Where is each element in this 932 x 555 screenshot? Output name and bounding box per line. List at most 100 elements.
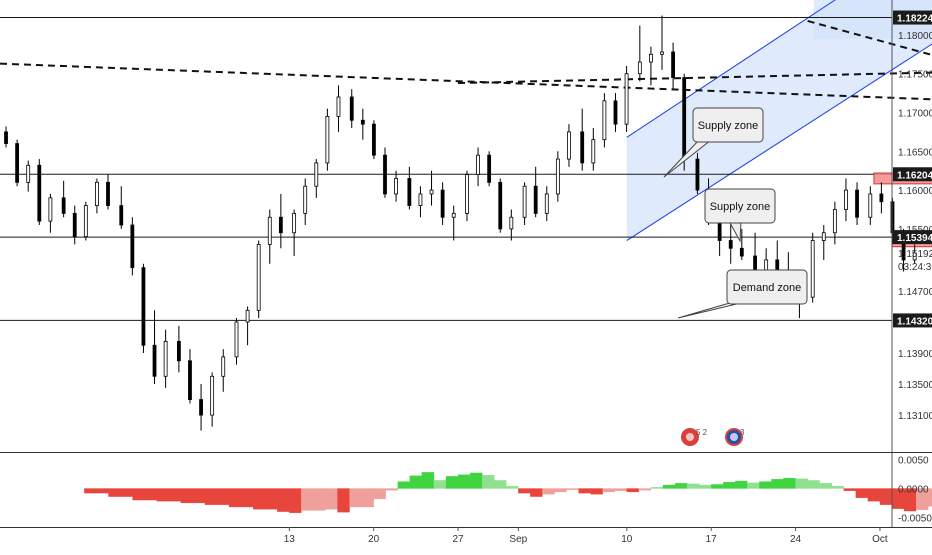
candle[interactable] bbox=[325, 108, 330, 171]
candle[interactable] bbox=[256, 240, 261, 319]
candle-body bbox=[188, 360, 192, 400]
candle[interactable] bbox=[613, 93, 618, 132]
candle[interactable] bbox=[810, 232, 815, 303]
candle[interactable] bbox=[303, 178, 308, 225]
candle[interactable] bbox=[72, 205, 77, 245]
us-flag-icon[interactable]: 5 2 bbox=[681, 428, 708, 446]
candle-body bbox=[221, 356, 226, 377]
candle[interactable] bbox=[821, 225, 826, 260]
candle[interactable] bbox=[37, 159, 42, 225]
candle[interactable] bbox=[624, 65, 629, 132]
price-pane[interactable] bbox=[0, 0, 932, 431]
candle[interactable] bbox=[360, 108, 365, 140]
candle[interactable] bbox=[130, 217, 135, 276]
candle[interactable] bbox=[336, 85, 341, 132]
candle[interactable] bbox=[555, 151, 560, 202]
candle[interactable] bbox=[451, 205, 456, 241]
eu-flag-icon[interactable]: 3 bbox=[725, 428, 745, 446]
candle[interactable] bbox=[221, 349, 226, 392]
price-level-label: 1.18224 bbox=[897, 14, 932, 25]
candle[interactable] bbox=[394, 170, 398, 202]
candle[interactable] bbox=[163, 329, 168, 388]
candle[interactable] bbox=[440, 182, 445, 225]
candle[interactable] bbox=[152, 310, 157, 385]
candle[interactable] bbox=[119, 186, 124, 229]
candle[interactable] bbox=[498, 178, 503, 233]
candle[interactable] bbox=[349, 89, 354, 129]
candle[interactable] bbox=[649, 46, 653, 86]
candle[interactable] bbox=[567, 124, 571, 167]
candle-body bbox=[671, 51, 675, 78]
channel-lower-line bbox=[626, 43, 932, 241]
candle[interactable] bbox=[383, 147, 387, 198]
candle[interactable] bbox=[855, 182, 859, 225]
candle[interactable] bbox=[671, 42, 675, 90]
candle-body bbox=[868, 193, 873, 218]
candle[interactable] bbox=[912, 244, 917, 264]
candle[interactable] bbox=[48, 193, 53, 233]
candle[interactable] bbox=[868, 186, 873, 225]
price-tick-label: 1.16000 bbox=[898, 186, 932, 197]
candle[interactable] bbox=[15, 139, 20, 187]
oscillator-bar bbox=[518, 488, 531, 494]
candle[interactable] bbox=[522, 182, 527, 225]
candle[interactable] bbox=[487, 151, 492, 187]
candle[interactable] bbox=[188, 349, 192, 404]
candle[interactable] bbox=[61, 180, 66, 218]
candle[interactable] bbox=[26, 160, 31, 192]
candle-body bbox=[567, 131, 571, 160]
oscillator-bar bbox=[626, 488, 640, 493]
candle-body bbox=[256, 243, 261, 311]
candle[interactable] bbox=[879, 182, 884, 214]
candle[interactable] bbox=[106, 174, 110, 210]
oscillator-bar bbox=[759, 481, 772, 489]
candle[interactable] bbox=[267, 209, 272, 264]
candle-body bbox=[498, 181, 503, 230]
annotation-callout[interactable]: Supply zone bbox=[663, 107, 764, 178]
time-tick-label: 13 bbox=[284, 534, 296, 545]
candle[interactable] bbox=[292, 209, 297, 257]
annotation-callout[interactable]: Supply zone bbox=[704, 188, 776, 243]
candle[interactable] bbox=[314, 159, 319, 198]
candle-body bbox=[602, 100, 607, 141]
candle[interactable] bbox=[141, 263, 146, 354]
price-tick-label: 1.17000 bbox=[898, 109, 932, 120]
candle[interactable] bbox=[739, 228, 744, 260]
oscillator-pane[interactable] bbox=[84, 472, 932, 513]
candle[interactable] bbox=[95, 178, 99, 214]
candle[interactable] bbox=[429, 170, 434, 206]
candle[interactable] bbox=[199, 384, 203, 431]
candle[interactable] bbox=[465, 170, 469, 222]
annotation-callout[interactable]: Demand zone bbox=[677, 269, 808, 319]
candle[interactable] bbox=[695, 152, 700, 194]
candle[interactable] bbox=[591, 128, 596, 171]
candle[interactable] bbox=[509, 209, 514, 241]
candle[interactable] bbox=[176, 325, 181, 373]
candle-body bbox=[591, 139, 596, 164]
candle[interactable] bbox=[234, 318, 239, 365]
candle[interactable] bbox=[407, 166, 412, 210]
candle[interactable] bbox=[476, 147, 480, 187]
candle[interactable] bbox=[580, 108, 585, 171]
candle[interactable] bbox=[418, 186, 423, 218]
candle-body bbox=[210, 375, 215, 416]
oscillator-bar bbox=[373, 488, 386, 500]
oscillator-bar bbox=[771, 479, 784, 489]
candle[interactable] bbox=[278, 193, 283, 249]
oscillator-bar bbox=[494, 480, 507, 489]
candle[interactable] bbox=[844, 178, 848, 222]
candle-body bbox=[440, 189, 445, 218]
candle[interactable] bbox=[4, 126, 8, 148]
candle[interactable] bbox=[83, 201, 88, 241]
candle[interactable] bbox=[832, 201, 837, 245]
candle[interactable] bbox=[728, 221, 733, 264]
candle[interactable] bbox=[533, 166, 538, 218]
candle[interactable] bbox=[602, 93, 607, 148]
candle[interactable] bbox=[637, 25, 642, 82]
candle[interactable] bbox=[660, 15, 664, 70]
candle[interactable] bbox=[372, 120, 376, 160]
candle[interactable] bbox=[210, 372, 215, 427]
candle[interactable] bbox=[544, 186, 549, 222]
oscillator-bar bbox=[457, 474, 471, 489]
candle[interactable] bbox=[245, 306, 250, 346]
